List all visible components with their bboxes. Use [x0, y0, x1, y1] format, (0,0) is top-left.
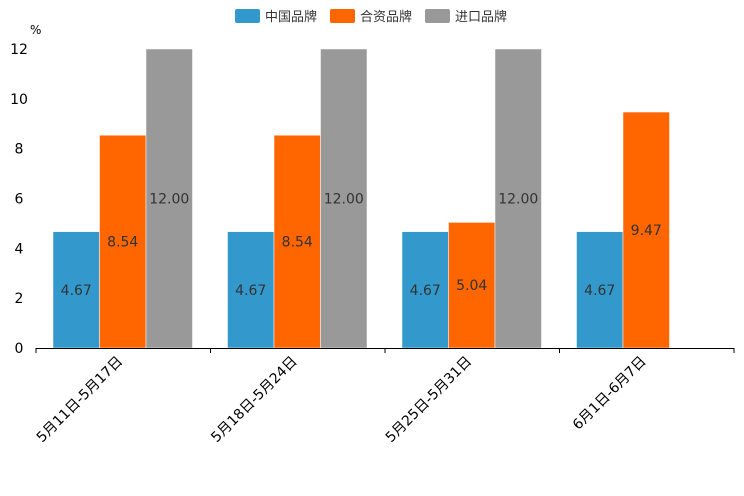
y-tick-label: 10 [10, 92, 28, 108]
legend-label-2[interactable]: 合资品牌 [360, 9, 412, 25]
bars [52, 48, 670, 349]
y-tick-label: 6 [15, 192, 24, 208]
legend-swatch-3[interactable] [425, 9, 450, 23]
bar-3-1[interactable] [145, 48, 193, 349]
data-label: 12.00 [324, 192, 364, 208]
data-label: 8.54 [282, 235, 313, 251]
bar-2-4[interactable] [622, 111, 670, 349]
y-axis-unit: % [30, 23, 41, 37]
data-label: 8.54 [107, 235, 138, 251]
data-label: 5.04 [456, 278, 487, 294]
data-label: 9.47 [631, 223, 662, 239]
legend-swatch-1[interactable] [235, 9, 260, 23]
bar-1-4[interactable] [576, 231, 624, 349]
y-tick-label: 2 [15, 291, 24, 307]
bar-1-1[interactable] [52, 231, 100, 349]
y-axis: 0 2 4 6 8 10 12 [10, 42, 28, 357]
data-label: 4.67 [235, 283, 266, 299]
data-label: 4.67 [61, 283, 92, 299]
data-label: 4.67 [410, 283, 441, 299]
data-label: 12.00 [149, 192, 189, 208]
y-tick-label: 0 [15, 341, 24, 357]
bar-1-2[interactable] [227, 231, 275, 349]
x-tick-label: 5月25日-5月31日 [383, 354, 475, 446]
x-tick-label: 6月1日-6月7日 [570, 354, 650, 434]
bar-3-2[interactable] [320, 48, 368, 349]
x-tick-label: 5月18日-5月24日 [208, 354, 300, 446]
bar-2-3[interactable] [448, 222, 496, 349]
data-labels: 4.67 8.54 12.00 4.67 8.54 12.00 4.67 5.04 12.00 4… [61, 192, 662, 299]
legend-label-3[interactable]: 进口品牌 [455, 9, 507, 25]
legend: 中国品牌 合资品牌 进口品牌 [235, 9, 507, 25]
bar-2-2[interactable] [273, 134, 321, 349]
x-axis: 5月11日-5月17日 5月18日-5月24日 5月25日-5月31日 6月1日-6月… [34, 348, 735, 446]
legend-swatch-2[interactable] [330, 9, 355, 23]
y-tick-label: 4 [15, 241, 24, 257]
x-tick-label: 5月11日-5月17日 [34, 354, 126, 446]
y-tick-label: 8 [15, 142, 24, 158]
bar-2-1[interactable] [99, 134, 147, 349]
data-label: 4.67 [584, 283, 615, 299]
data-label: 12.00 [498, 192, 538, 208]
y-tick-label: 12 [10, 42, 28, 58]
legend-label-1[interactable]: 中国品牌 [265, 9, 317, 25]
